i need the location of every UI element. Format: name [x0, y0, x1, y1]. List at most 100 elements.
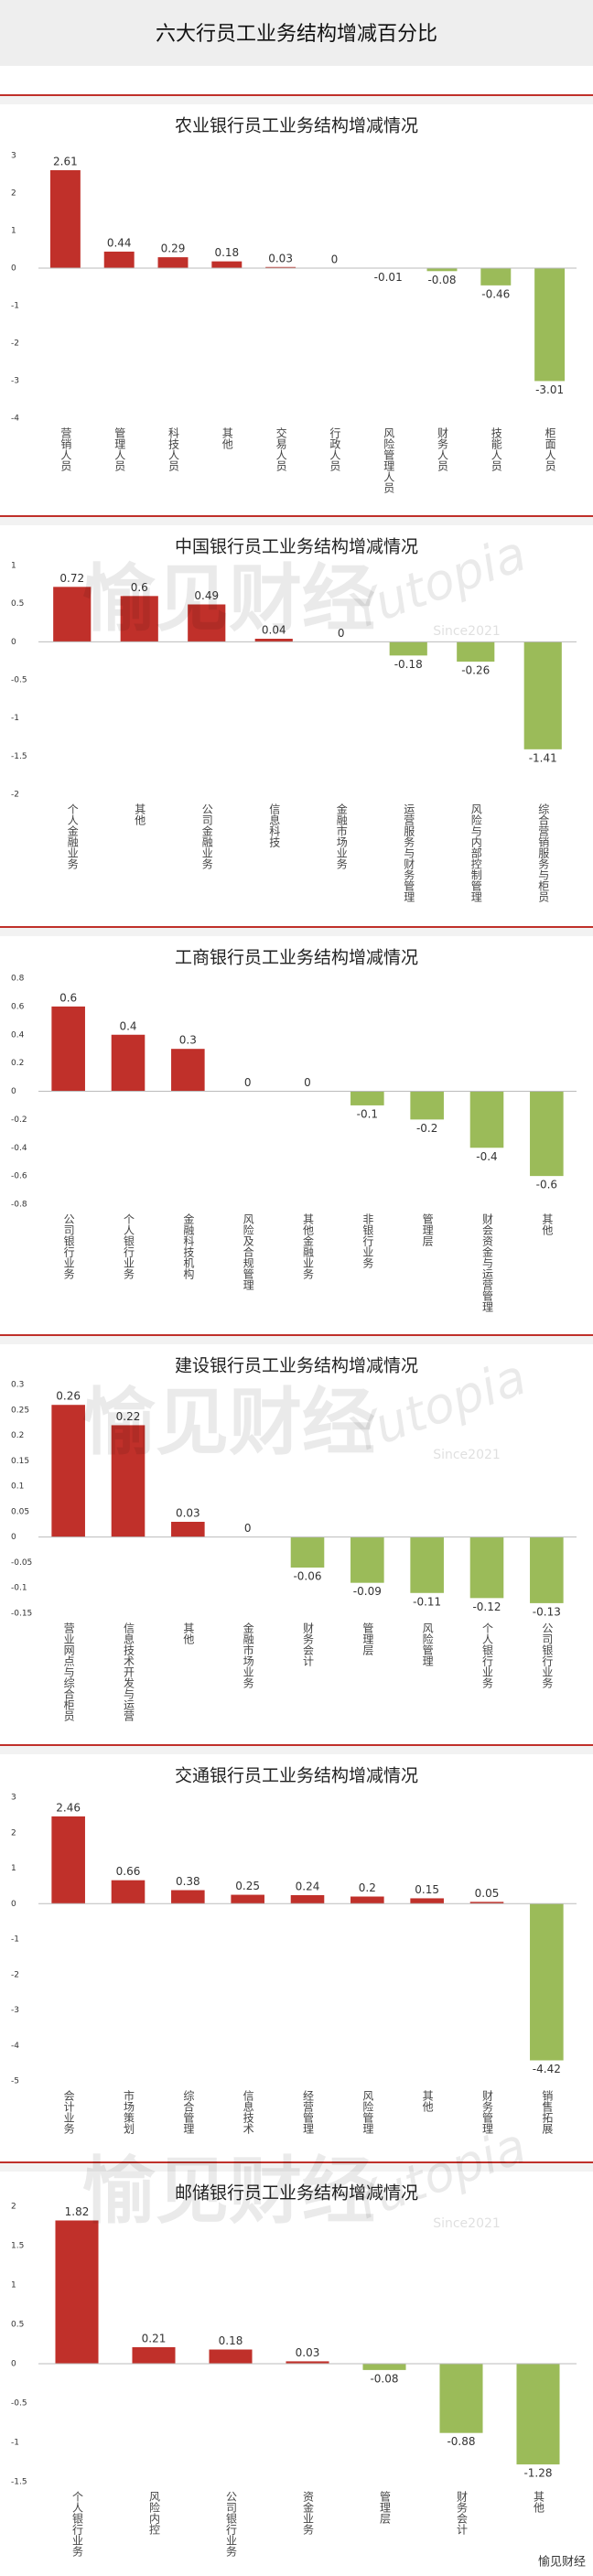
x-tick-label: 公司银行业务	[541, 1622, 554, 1688]
watermark-since: Since2021	[433, 1448, 501, 1462]
section-band	[0, 927, 593, 936]
y-tick-label: -2	[11, 1970, 19, 1979]
chart-title: 工商银行员工业务结构增减情况	[175, 948, 418, 968]
y-tick-label: 0.6	[11, 1002, 25, 1011]
x-tick-label: 个人银行业务	[71, 2491, 84, 2557]
value-label: 0.29	[161, 243, 186, 255]
x-tick-label: 个人银行业务	[481, 1622, 494, 1688]
value-label: 0.22	[116, 1410, 141, 1423]
y-tick-label: 0	[11, 1900, 16, 1909]
bar	[469, 1536, 504, 1599]
value-label: -0.4	[476, 1150, 497, 1163]
bar	[426, 268, 458, 272]
y-tick-label: -5	[11, 2077, 19, 2086]
y-tick-label: 1.5	[11, 2242, 24, 2251]
bar	[132, 2346, 176, 2364]
value-label: -0.13	[533, 1605, 561, 1618]
bar	[53, 587, 92, 642]
x-tick-label: 风险管理	[421, 1622, 434, 1666]
value-label: -0.18	[394, 658, 423, 671]
bar	[171, 1522, 205, 1537]
chart-title: 农业银行员工业务结构增减情况	[175, 116, 418, 136]
x-tick-label: 财务管理	[481, 2090, 494, 2134]
value-label: -1.41	[529, 751, 557, 764]
y-tick-label: -2	[11, 791, 19, 800]
x-tick-label: 风险及合规管理	[242, 1213, 254, 1290]
x-tick-label: 科技人员	[167, 427, 180, 472]
value-label: 0.03	[268, 252, 293, 264]
x-tick-label: 信息科技	[268, 803, 281, 847]
x-tick-label: 行政人员	[329, 427, 341, 472]
x-tick-label: 风险内控	[148, 2491, 161, 2535]
x-tick-label: 管理层	[421, 1213, 434, 1247]
bar	[350, 1896, 384, 1904]
bar	[350, 1091, 384, 1105]
bar	[171, 1890, 205, 1904]
value-label: -0.01	[374, 271, 403, 284]
x-tick-label: 金融市场业务	[335, 803, 348, 869]
x-tick-label: 公司银行业务	[62, 1213, 75, 1279]
y-tick-label: -0.4	[11, 1144, 27, 1153]
y-tick-label: 1	[11, 1864, 16, 1873]
value-label: -1.28	[523, 2467, 552, 2480]
x-tick-label: 非银行业务	[361, 1213, 374, 1268]
x-tick-label: 柜面人员	[544, 427, 556, 472]
bar	[439, 2364, 483, 2433]
section-band	[0, 1335, 593, 1344]
chart-title: 交通银行员工业务结构增减情况	[175, 1766, 418, 1786]
y-tick-label: 3	[11, 1794, 16, 1803]
bar	[410, 1536, 444, 1593]
value-label: -0.08	[370, 2372, 398, 2385]
y-tick-label: 2	[11, 1828, 16, 1838]
value-label: 0	[338, 627, 345, 640]
bar	[55, 2220, 99, 2364]
x-tick-label: 信息技术	[242, 2090, 254, 2134]
x-tick-label: 其他	[182, 1622, 195, 1644]
y-tick-label: 1	[11, 227, 16, 236]
value-label: -0.1	[357, 1107, 378, 1120]
watermark-brand: 愉见财经	[82, 2149, 375, 2234]
bar	[120, 596, 158, 642]
watermark-since: Since2021	[433, 624, 501, 639]
x-tick-label: 综合营销服务与柜员	[537, 803, 550, 903]
x-tick-label: 风险与内部控制管理	[469, 803, 482, 902]
value-label: 1.82	[65, 2205, 90, 2218]
bar	[51, 1816, 85, 1904]
value-label: 0.05	[475, 1887, 500, 1900]
y-tick-label: -1	[11, 714, 19, 723]
y-tick-label: 0	[11, 1087, 16, 1096]
x-tick-label: 信息技术开发与运营	[123, 1622, 135, 1722]
value-label: -0.12	[472, 1601, 501, 1613]
bar	[286, 2361, 329, 2364]
bar	[209, 2349, 253, 2364]
bar	[410, 1091, 444, 1120]
value-label: 0.03	[296, 2346, 320, 2359]
watermark-brand: 愉见财经	[82, 556, 375, 641]
y-tick-label: 0	[11, 264, 16, 274]
y-tick-label: -1.5	[11, 752, 27, 761]
bar	[530, 1091, 564, 1177]
y-tick-label: -0.1	[11, 1584, 27, 1593]
x-tick-label: 管理层	[379, 2490, 392, 2525]
y-tick-label: 0.05	[11, 1507, 29, 1516]
value-label: 0.18	[214, 246, 239, 259]
value-label: -0.06	[293, 1570, 321, 1583]
y-tick-label: 0.25	[11, 1406, 29, 1415]
x-tick-label: 运营服务与财务管理	[403, 803, 415, 902]
x-tick-label: 会计业务	[62, 2090, 75, 2134]
y-tick-label: 1	[11, 562, 16, 571]
value-label: 0.38	[176, 1875, 200, 1888]
value-label: -3.01	[535, 383, 564, 396]
y-tick-label: -0.8	[11, 1201, 27, 1210]
value-label: 0.26	[56, 1390, 81, 1403]
value-label: -0.08	[427, 274, 456, 286]
section-band	[0, 95, 593, 104]
y-tick-label: 0.2	[11, 1431, 24, 1440]
x-tick-label: 公司银行业务	[225, 2491, 238, 2557]
y-tick-label: -0.5	[11, 2399, 27, 2409]
bar	[265, 266, 296, 268]
bar	[516, 2364, 560, 2465]
y-tick-label: 0.1	[11, 1482, 24, 1492]
page-title: 六大行员工业务结构增减百分比	[156, 23, 437, 46]
